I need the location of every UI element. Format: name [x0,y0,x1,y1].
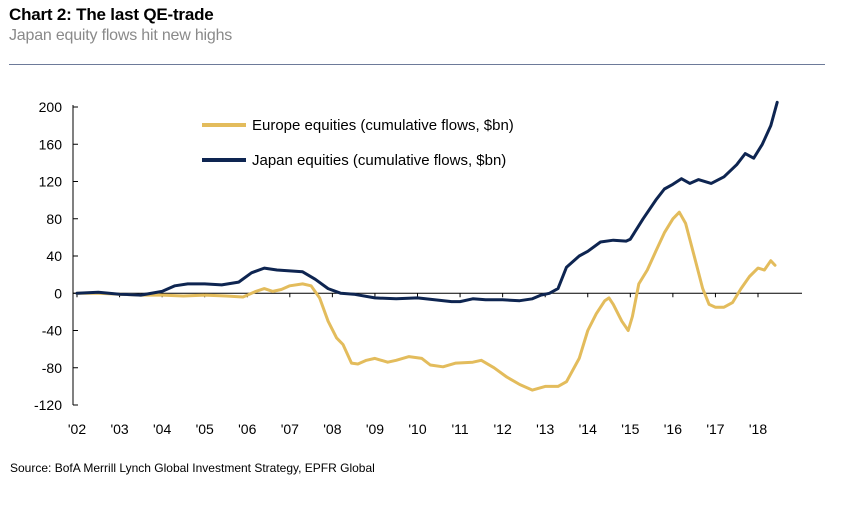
y-tick-label: 80 [46,211,62,227]
series-line-japan [75,100,779,304]
x-tick: '06 [238,293,257,437]
y-tick: 200 [39,99,78,115]
x-tick: '09 [366,293,384,437]
y-tick-label: 0 [54,285,62,301]
x-tick-label: '10 [408,421,426,437]
x-tick-label: '16 [664,421,682,437]
chart-title: Chart 2: The last QE-trade [9,5,214,24]
x-tick: '10 [408,293,427,437]
x-tick: '02 [68,293,86,437]
x-tick-label: '17 [706,421,724,437]
x-tick: '17 [706,293,725,437]
y-tick-label: 160 [39,136,63,152]
x-tick-label: '06 [238,421,256,437]
y-tick-label: -80 [42,360,62,376]
chart-subtitle: Japan equity flows hit new highs [9,27,233,44]
series-line-europe [75,210,777,392]
chart-axes: 200 160 120 80 40 0 -40 -80 -120 '02 '03 '04 '05 '06 '… [34,99,802,437]
x-tick: '13 [536,293,555,437]
header-divider [9,64,825,65]
x-tick: '03 [110,293,129,437]
y-tick: -40 [42,323,78,339]
legend-label: Japan equities (cumulative flows, $bn) [252,152,506,169]
x-tick-label: '08 [323,421,341,437]
y-tick: -120 [34,397,78,413]
y-tick-label: 120 [39,174,63,190]
x-tick: '05 [196,293,214,437]
legend-entry: Europe equities (cumulative flows, $bn) [202,117,514,134]
x-tick: '16 [664,293,682,437]
x-tick-label: '04 [153,421,171,437]
y-tick-label: 40 [46,248,62,264]
y-tick-label: 200 [39,99,63,115]
x-tick-label: '02 [68,421,86,437]
x-tick-label: '03 [110,421,128,437]
x-tick: '14 [579,293,597,437]
chart-series [75,100,779,392]
x-tick-label: '09 [366,421,384,437]
x-tick-label: '13 [536,421,554,437]
x-tick-label: '07 [281,421,299,437]
legend-label: Europe equities (cumulative flows, $bn) [252,117,514,134]
x-tick-label: '14 [579,421,597,437]
y-tick: 80 [46,211,78,227]
legend-entry: Japan equities (cumulative flows, $bn) [202,152,506,169]
x-tick: '07 [281,293,299,437]
x-tick: '11 [451,293,469,437]
source-note: Source: BofA Merrill Lynch Global Invest… [10,461,375,475]
x-tick: '15 [621,293,640,437]
x-tick-label: '18 [749,421,767,437]
x-tick: '12 [494,293,512,437]
x-tick-label: '15 [621,421,639,437]
x-tick: '18 [749,293,767,437]
x-tick: '08 [323,293,342,437]
y-tick: -80 [42,360,78,376]
y-tick-label: -120 [34,397,62,413]
x-tick: '04 [153,293,171,437]
x-tick-label: '05 [196,421,214,437]
y-tick: 120 [39,174,78,190]
y-tick-label: -40 [42,323,62,339]
chart-legend: Europe equities (cumulative flows, $bn) J… [202,117,514,169]
y-tick: 160 [39,136,78,152]
x-tick-label: '12 [494,421,512,437]
y-tick: 40 [46,248,78,264]
x-tick-label: '11 [451,421,468,437]
